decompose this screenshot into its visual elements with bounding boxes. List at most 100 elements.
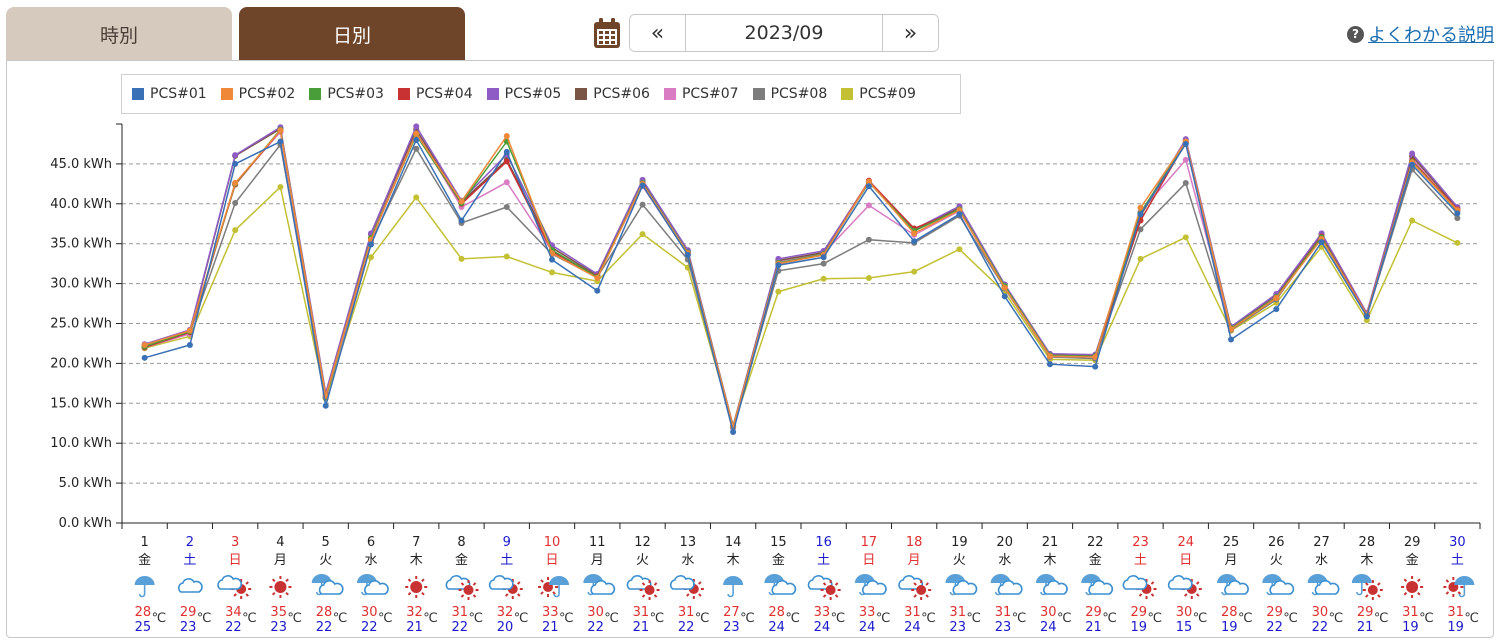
temp-low-label: 21	[633, 620, 650, 635]
data-point	[594, 287, 601, 294]
data-point	[865, 202, 872, 209]
data-point	[503, 179, 510, 186]
legend-label: PCS#09	[859, 86, 916, 102]
temp-high-label: 29	[180, 605, 197, 620]
temp-high-label: 32	[497, 605, 514, 620]
series-line-pcs07	[144, 130, 1458, 431]
weekday-label: 日	[546, 553, 559, 568]
temp-unit-label: ℃	[695, 611, 710, 626]
cloud-sun-weather-icon	[626, 575, 660, 600]
weekday-label: 月	[274, 553, 287, 568]
legend-label: PCS#05	[504, 86, 562, 102]
legend-label: PCS#07	[681, 86, 739, 102]
prev-month-button[interactable]: «	[630, 15, 685, 51]
weekday-label: 火	[1270, 553, 1283, 568]
temp-high-label: 32	[406, 605, 423, 620]
help-link[interactable]: よくわかる説明	[1368, 25, 1494, 46]
weekday-label: 金	[1089, 552, 1102, 568]
temp-low-label: 22	[361, 620, 378, 635]
data-point	[1409, 217, 1416, 224]
temp-high-label: 28	[135, 605, 152, 620]
legend-item[interactable]: PCS#02	[220, 86, 295, 102]
series-line-pcs09	[144, 185, 1458, 429]
cloud-sun-weather-icon	[807, 575, 841, 600]
legend-label: PCS#01	[150, 86, 207, 102]
data-point	[865, 275, 872, 282]
weekday-label: 金	[772, 552, 785, 568]
data-point	[911, 268, 918, 275]
temp-low-label: 22	[587, 620, 604, 635]
data-point	[367, 241, 374, 248]
legend-item[interactable]: PCS#04	[397, 86, 473, 102]
calendar-icon[interactable]	[593, 17, 621, 49]
temp-unit-label: ℃	[921, 611, 936, 626]
data-point	[503, 132, 510, 139]
legend-item[interactable]: PCS#06	[575, 86, 650, 102]
weekday-label: 金	[455, 552, 468, 568]
legend-item[interactable]: PCS#08	[752, 86, 828, 102]
legend-swatch	[397, 88, 410, 100]
legend-item[interactable]: PCS#07	[663, 86, 739, 102]
data-point	[186, 327, 193, 334]
weekday-label: 火	[319, 553, 332, 568]
legend-swatch	[752, 88, 765, 100]
legend-item[interactable]: PCS#05	[486, 86, 562, 102]
temp-unit-label: ℃	[966, 611, 981, 626]
current-month-display[interactable]: 2023/09	[685, 15, 883, 51]
weekday-label: 土	[183, 553, 196, 568]
x-tick-label: 23	[1132, 535, 1149, 550]
data-point	[820, 275, 827, 282]
series-line-pcs01	[144, 138, 1458, 435]
data-point	[413, 130, 420, 137]
data-point	[1454, 239, 1461, 246]
temp-high-label: 29	[1085, 605, 1102, 620]
legend-swatch	[220, 88, 233, 100]
legend-item[interactable]: PCS#01	[132, 86, 207, 102]
next-month-button[interactable]: »	[883, 15, 938, 51]
data-point	[413, 145, 420, 152]
tab-hourly[interactable]: 時別	[6, 7, 232, 61]
temp-high-label: 28	[1221, 605, 1238, 620]
data-point	[141, 354, 148, 361]
temp-unit-label: ℃	[242, 611, 257, 626]
temp-low-label: 22	[1266, 620, 1283, 635]
temp-low-label: 15	[1176, 620, 1193, 635]
cloud-rain-weather-icon	[854, 574, 887, 596]
data-point	[1182, 140, 1189, 147]
x-tick-label: 1	[140, 535, 148, 550]
temp-high-label: 29	[1357, 605, 1374, 620]
sun-rain-weather-icon	[538, 576, 570, 598]
x-tick-label: 26	[1268, 535, 1285, 550]
legend-item[interactable]: PCS#03	[309, 86, 384, 102]
data-point	[277, 184, 284, 191]
x-tick-label: 22	[1087, 535, 1104, 550]
weekday-label: 土	[500, 553, 513, 568]
tab-daily[interactable]: 日別	[239, 7, 465, 61]
chart-legend: PCS#01 PCS#02 PCS#03 PCS#04 PCS#05 PCS#06 PCS#…	[121, 74, 961, 114]
x-tick-label: 19	[951, 535, 968, 550]
data-point	[1409, 150, 1416, 157]
temp-high-label: 33	[542, 605, 559, 620]
temp-high-label: 28	[316, 605, 333, 620]
data-point	[186, 342, 193, 349]
temp-low-label: 21	[1357, 620, 1374, 635]
cloud-rain-weather-icon	[1307, 574, 1340, 596]
data-point	[232, 200, 239, 207]
data-point	[277, 138, 284, 145]
data-point	[1454, 210, 1461, 217]
x-tick-label: 29	[1404, 535, 1421, 550]
temp-unit-label: ℃	[1012, 611, 1027, 626]
y-tick-label: 45.0 kWh	[50, 157, 112, 172]
temp-low-label: 24	[859, 620, 876, 635]
weekday-label: 月	[591, 553, 604, 568]
temp-low-label: 24	[768, 620, 785, 635]
legend-label: PCS#08	[770, 86, 828, 102]
cloud-sun-weather-icon	[898, 575, 932, 600]
chart-panel	[6, 60, 1494, 638]
cloud-rain-weather-icon	[1035, 574, 1068, 596]
legend-item[interactable]: PCS#09	[841, 86, 916, 102]
x-tick-label: 6	[367, 535, 375, 550]
data-point	[1318, 239, 1325, 246]
weekday-label: 土	[1451, 553, 1464, 568]
data-point	[322, 402, 329, 409]
